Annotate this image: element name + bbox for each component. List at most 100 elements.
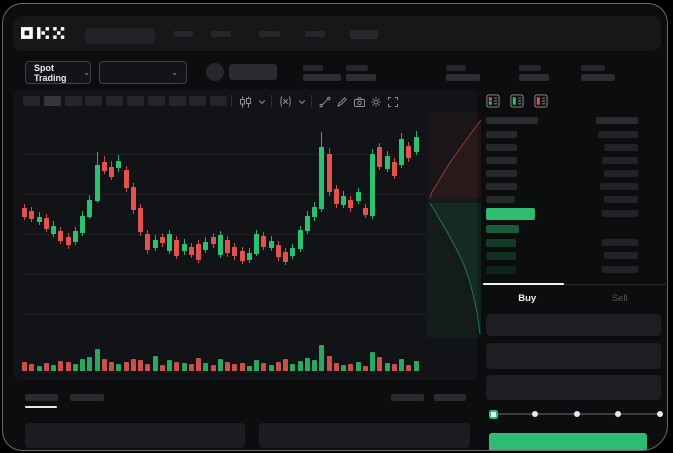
pair-selector[interactable]: ⌄ (99, 61, 187, 84)
timeframe-button-8[interactable] (168, 96, 186, 106)
timeframe-button-2[interactable] (43, 96, 61, 106)
bottom-input-panel-1[interactable] (25, 423, 245, 448)
ask-amount-bar (598, 131, 638, 138)
buy-tab-indicator (483, 283, 564, 285)
candlestick (260, 236, 266, 247)
bid-row-3[interactable] (481, 250, 666, 262)
timeframe-button-1[interactable] (23, 96, 40, 106)
slider-stop-100pct[interactable] (657, 411, 663, 417)
line-tool-icon[interactable] (318, 95, 332, 108)
volume-bar (65, 362, 71, 371)
volume-bar (123, 362, 129, 371)
timeframe-button-10[interactable] (210, 96, 228, 106)
candlestick (181, 244, 187, 251)
book-bids-icon[interactable] (510, 94, 524, 108)
ask-row-6[interactable] (481, 194, 666, 206)
slider-stop-25pct[interactable] (531, 411, 538, 417)
bottom-toggle-2[interactable] (434, 394, 466, 401)
draw-tool-icon[interactable] (335, 95, 349, 108)
candlestick (86, 200, 92, 217)
volume-bar (50, 365, 56, 371)
timeframe-button-6[interactable] (127, 96, 144, 106)
order-input-1[interactable] (486, 314, 661, 336)
volume-bar (297, 361, 303, 371)
okx-logo[interactable] (21, 26, 65, 39)
bid-row-1[interactable] (481, 223, 666, 235)
ask-row-4[interactable] (481, 168, 666, 180)
volume-bar (398, 359, 404, 371)
nav-item-2[interactable] (211, 31, 231, 37)
header-search-block[interactable] (85, 28, 155, 44)
toolbar-divider (271, 95, 272, 107)
ask-price-bar (486, 144, 517, 151)
coin-icon[interactable] (206, 63, 224, 81)
volume-bar (275, 362, 281, 371)
candlestick (282, 252, 288, 262)
volume-bar (202, 363, 208, 371)
bid-amount-bar (604, 252, 638, 259)
timeframe-button-3[interactable] (64, 96, 82, 106)
indicators-icon[interactable] (278, 95, 292, 108)
book-asks-icon[interactable] (534, 94, 548, 108)
bottom-tab-2[interactable] (70, 394, 104, 401)
candlestick (65, 237, 71, 245)
volume-bar (21, 362, 27, 371)
volume-bar (376, 357, 382, 371)
timeframe-button-4[interactable] (85, 96, 103, 106)
bid-row-4[interactable] (481, 264, 666, 276)
slider-stop-75pct[interactable] (615, 411, 622, 417)
timeframe-button-5[interactable] (106, 96, 124, 106)
toolbar-divider (231, 95, 232, 107)
bid-row-2[interactable] (481, 237, 666, 249)
ask-row-2[interactable] (481, 142, 666, 154)
volume-bar (101, 359, 107, 371)
slider-stop-50pct[interactable] (573, 411, 580, 417)
stat-label-4 (519, 65, 541, 71)
nav-item-3[interactable] (259, 31, 280, 37)
camera-icon[interactable] (352, 95, 366, 108)
candlestick (231, 247, 237, 256)
volume-bar (268, 365, 274, 371)
pair-name-block[interactable] (229, 64, 277, 80)
chevron-down-icon[interactable] (295, 95, 309, 108)
order-input-2[interactable] (486, 343, 661, 369)
nav-item-1[interactable] (173, 31, 193, 37)
volume-bar (405, 365, 411, 371)
candle-style-icon[interactable] (238, 95, 252, 108)
ask-price-bar (486, 157, 517, 164)
ask-row-5[interactable] (481, 181, 666, 193)
order-input-3[interactable] (486, 375, 661, 400)
ask-row-1[interactable] (481, 129, 666, 141)
bottom-toggle-1[interactable] (391, 394, 424, 401)
settings-gear-icon[interactable] (369, 95, 383, 108)
book-split-icon[interactable] (486, 94, 500, 108)
nav-item-4[interactable] (305, 31, 325, 37)
ask-row-3[interactable] (481, 155, 666, 167)
slider-stop-0pct[interactable] (488, 409, 498, 419)
timeframe-button-9[interactable] (189, 96, 207, 106)
candlestick (239, 251, 245, 261)
stat-label-1 (303, 65, 323, 71)
nav-item-5[interactable] (350, 30, 378, 39)
bottom-input-panel-2[interactable] (259, 423, 470, 448)
volume-bar (108, 362, 114, 371)
candlestick (318, 147, 324, 209)
buy-submit-button[interactable] (489, 433, 647, 450)
chevron-down-icon[interactable] (255, 95, 269, 108)
candlestick (224, 240, 230, 253)
tab-buy[interactable]: Buy (518, 292, 537, 304)
candlestick (123, 170, 129, 188)
candlestick (369, 154, 375, 216)
stat-value-4 (519, 74, 549, 81)
timeframe-button-7[interactable] (147, 96, 165, 106)
volume-bar (195, 358, 201, 371)
bottom-tab-1[interactable] (25, 394, 58, 401)
candlestick (268, 241, 274, 248)
fullscreen-icon[interactable] (386, 95, 400, 108)
volume-bar (86, 357, 92, 371)
tab-sell[interactable]: Sell (611, 292, 628, 304)
ask-amount-bar (600, 183, 638, 190)
market-type-selector[interactable]: Spot Trading ⌄ (25, 61, 91, 84)
stat-label-2 (346, 65, 368, 71)
